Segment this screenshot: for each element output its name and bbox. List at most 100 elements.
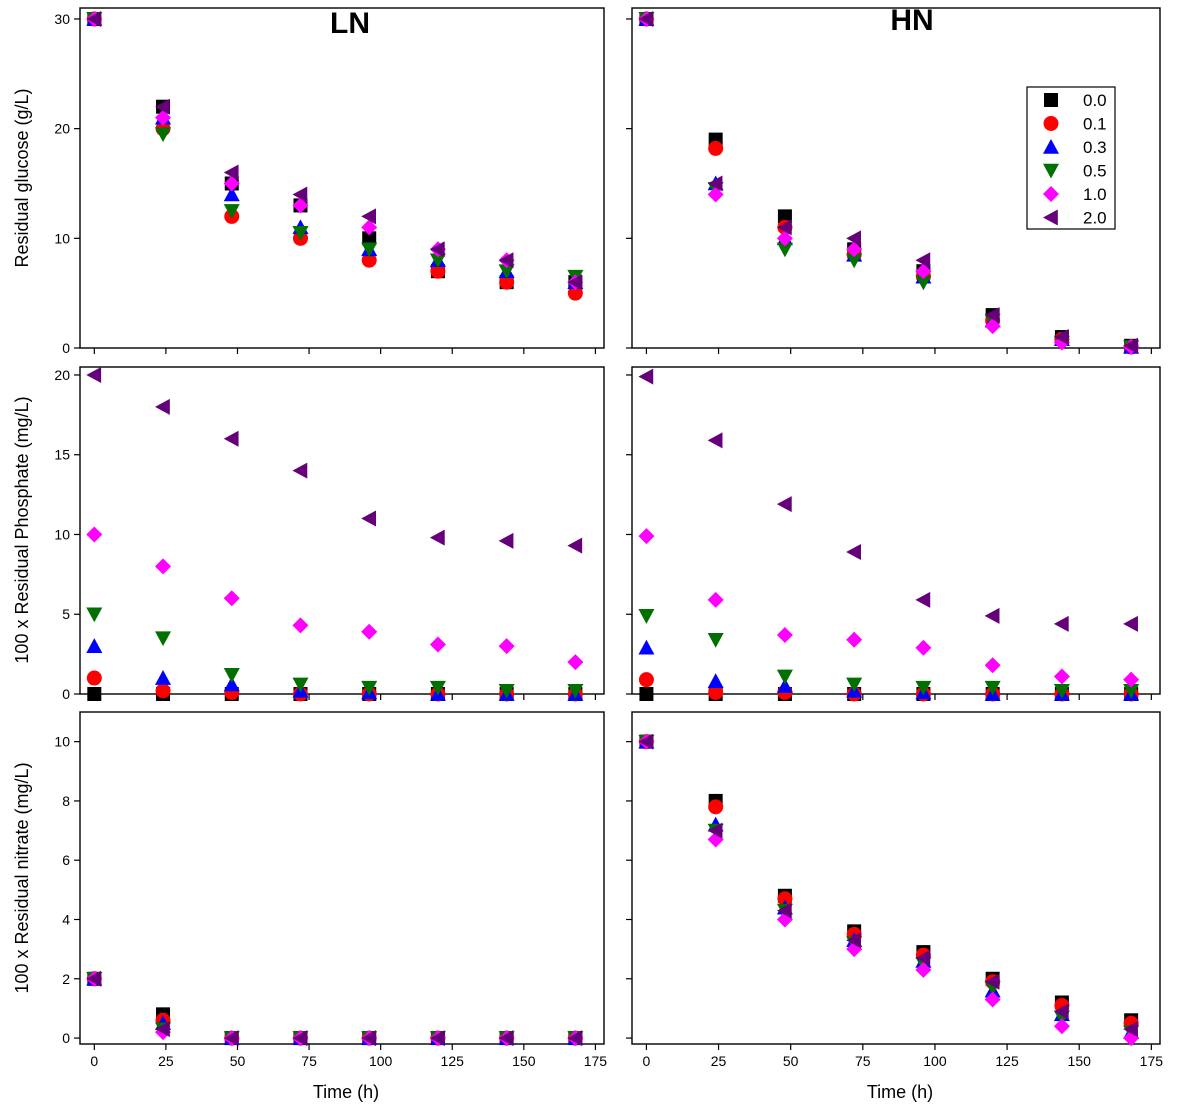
data-point	[707, 673, 724, 689]
panel-5: 0 25 50 75 100 125 150 175 0 2 4 6 8 10 100 x Residual…	[12, 711, 607, 1102]
data-point	[707, 175, 723, 192]
x-axis-title: Time (h)	[867, 1082, 933, 1102]
data-point	[86, 526, 103, 543]
data-point	[567, 1030, 583, 1047]
data-point	[223, 204, 240, 219]
series-0.5	[86, 12, 584, 285]
data-point	[638, 368, 654, 385]
panel-1: 0 10 20 30 Residual glucose (g/L)	[12, 7, 605, 356]
legend-marker	[1043, 209, 1058, 226]
x-tick-label: 50	[230, 1053, 246, 1069]
x-tick-label: 100	[369, 1053, 393, 1069]
data-point	[639, 687, 654, 701]
series-0.1	[638, 734, 1139, 1031]
data-point	[361, 680, 378, 696]
data-point	[915, 639, 932, 656]
data-point	[707, 186, 724, 203]
data-point	[984, 657, 1001, 674]
data-point	[292, 197, 309, 214]
panel-frame	[79, 366, 605, 695]
data-point	[638, 10, 654, 27]
y-tick-label: 20	[54, 367, 70, 383]
data-point	[638, 639, 655, 655]
data-point	[1053, 329, 1069, 346]
data-point	[155, 631, 172, 647]
y-axis-title: Residual glucose (g/L)	[12, 88, 32, 267]
y-tick-label: 0	[62, 686, 70, 702]
data-point	[1053, 1003, 1069, 1020]
x-tick-label: 125	[441, 1053, 465, 1069]
data-point	[155, 1021, 170, 1038]
data-point	[567, 537, 583, 554]
data-point	[361, 623, 378, 640]
data-point	[429, 529, 445, 546]
data-point	[292, 1030, 308, 1047]
x-tick-label: 150	[512, 1053, 536, 1069]
data-point	[846, 631, 863, 648]
data-point	[292, 226, 309, 241]
data-point	[361, 510, 377, 527]
data-point	[1123, 684, 1140, 699]
data-point	[776, 242, 793, 258]
y-tick-label: 5	[62, 606, 70, 622]
data-point	[155, 558, 172, 575]
y-tick-label: 15	[54, 447, 70, 463]
data-point	[223, 676, 240, 692]
data-point	[776, 669, 793, 685]
data-point	[846, 230, 861, 247]
data-point	[361, 208, 377, 225]
data-point	[707, 632, 724, 648]
legend-item: 0.5	[1043, 162, 1107, 181]
column-title-ln: LN	[330, 7, 370, 40]
data-point	[223, 1030, 239, 1047]
data-point	[708, 140, 724, 156]
data-point	[846, 253, 863, 269]
series-2.0	[638, 10, 1138, 354]
data-point	[776, 678, 793, 693]
data-point	[567, 654, 584, 671]
legend-item: 0.0	[1044, 91, 1107, 110]
series-0.0	[639, 734, 1139, 1028]
data-point	[1053, 684, 1070, 699]
data-point	[915, 275, 932, 291]
data-point	[86, 10, 102, 27]
legend-item: 0.1	[1043, 115, 1107, 134]
series-0.5	[86, 607, 584, 699]
y-tick-label: 4	[62, 912, 70, 928]
data-point	[1053, 1018, 1070, 1035]
data-point	[707, 822, 723, 839]
data-point	[846, 677, 863, 693]
x-tick-label: 75	[855, 1053, 871, 1069]
data-point	[223, 186, 240, 202]
data-point	[292, 186, 308, 203]
data-point	[361, 242, 378, 258]
data-point	[567, 285, 583, 301]
data-point	[846, 241, 863, 258]
data-point	[498, 638, 515, 655]
series-1.0	[638, 528, 1140, 688]
series-0.3	[638, 733, 1140, 1039]
legend-item: 0.3	[1043, 138, 1107, 157]
x-tick-label: 0	[90, 1053, 98, 1069]
data-point	[1123, 615, 1138, 632]
data-point	[155, 109, 172, 126]
x-tick-label: 50	[783, 1053, 799, 1069]
data-point	[292, 462, 308, 479]
y-tick-label: 8	[62, 793, 70, 809]
legend-item: 2.0	[1043, 209, 1107, 228]
legend: 0.0 0.1 0.3 0.5 1.0 2.0	[1026, 86, 1116, 230]
data-point	[430, 263, 446, 279]
data-point	[361, 1030, 377, 1047]
data-point	[1123, 671, 1140, 688]
y-axis-title: 100 x Residual Phosphate (mg/L)	[12, 396, 32, 663]
data-point	[984, 973, 1000, 990]
data-point	[776, 496, 792, 513]
data-point	[498, 532, 514, 549]
legend-label: 0.0	[1083, 91, 1107, 110]
column-title-hn: HN	[890, 4, 933, 37]
data-point	[429, 241, 445, 258]
data-point	[915, 252, 931, 269]
data-point	[776, 902, 792, 919]
data-point	[155, 98, 170, 115]
